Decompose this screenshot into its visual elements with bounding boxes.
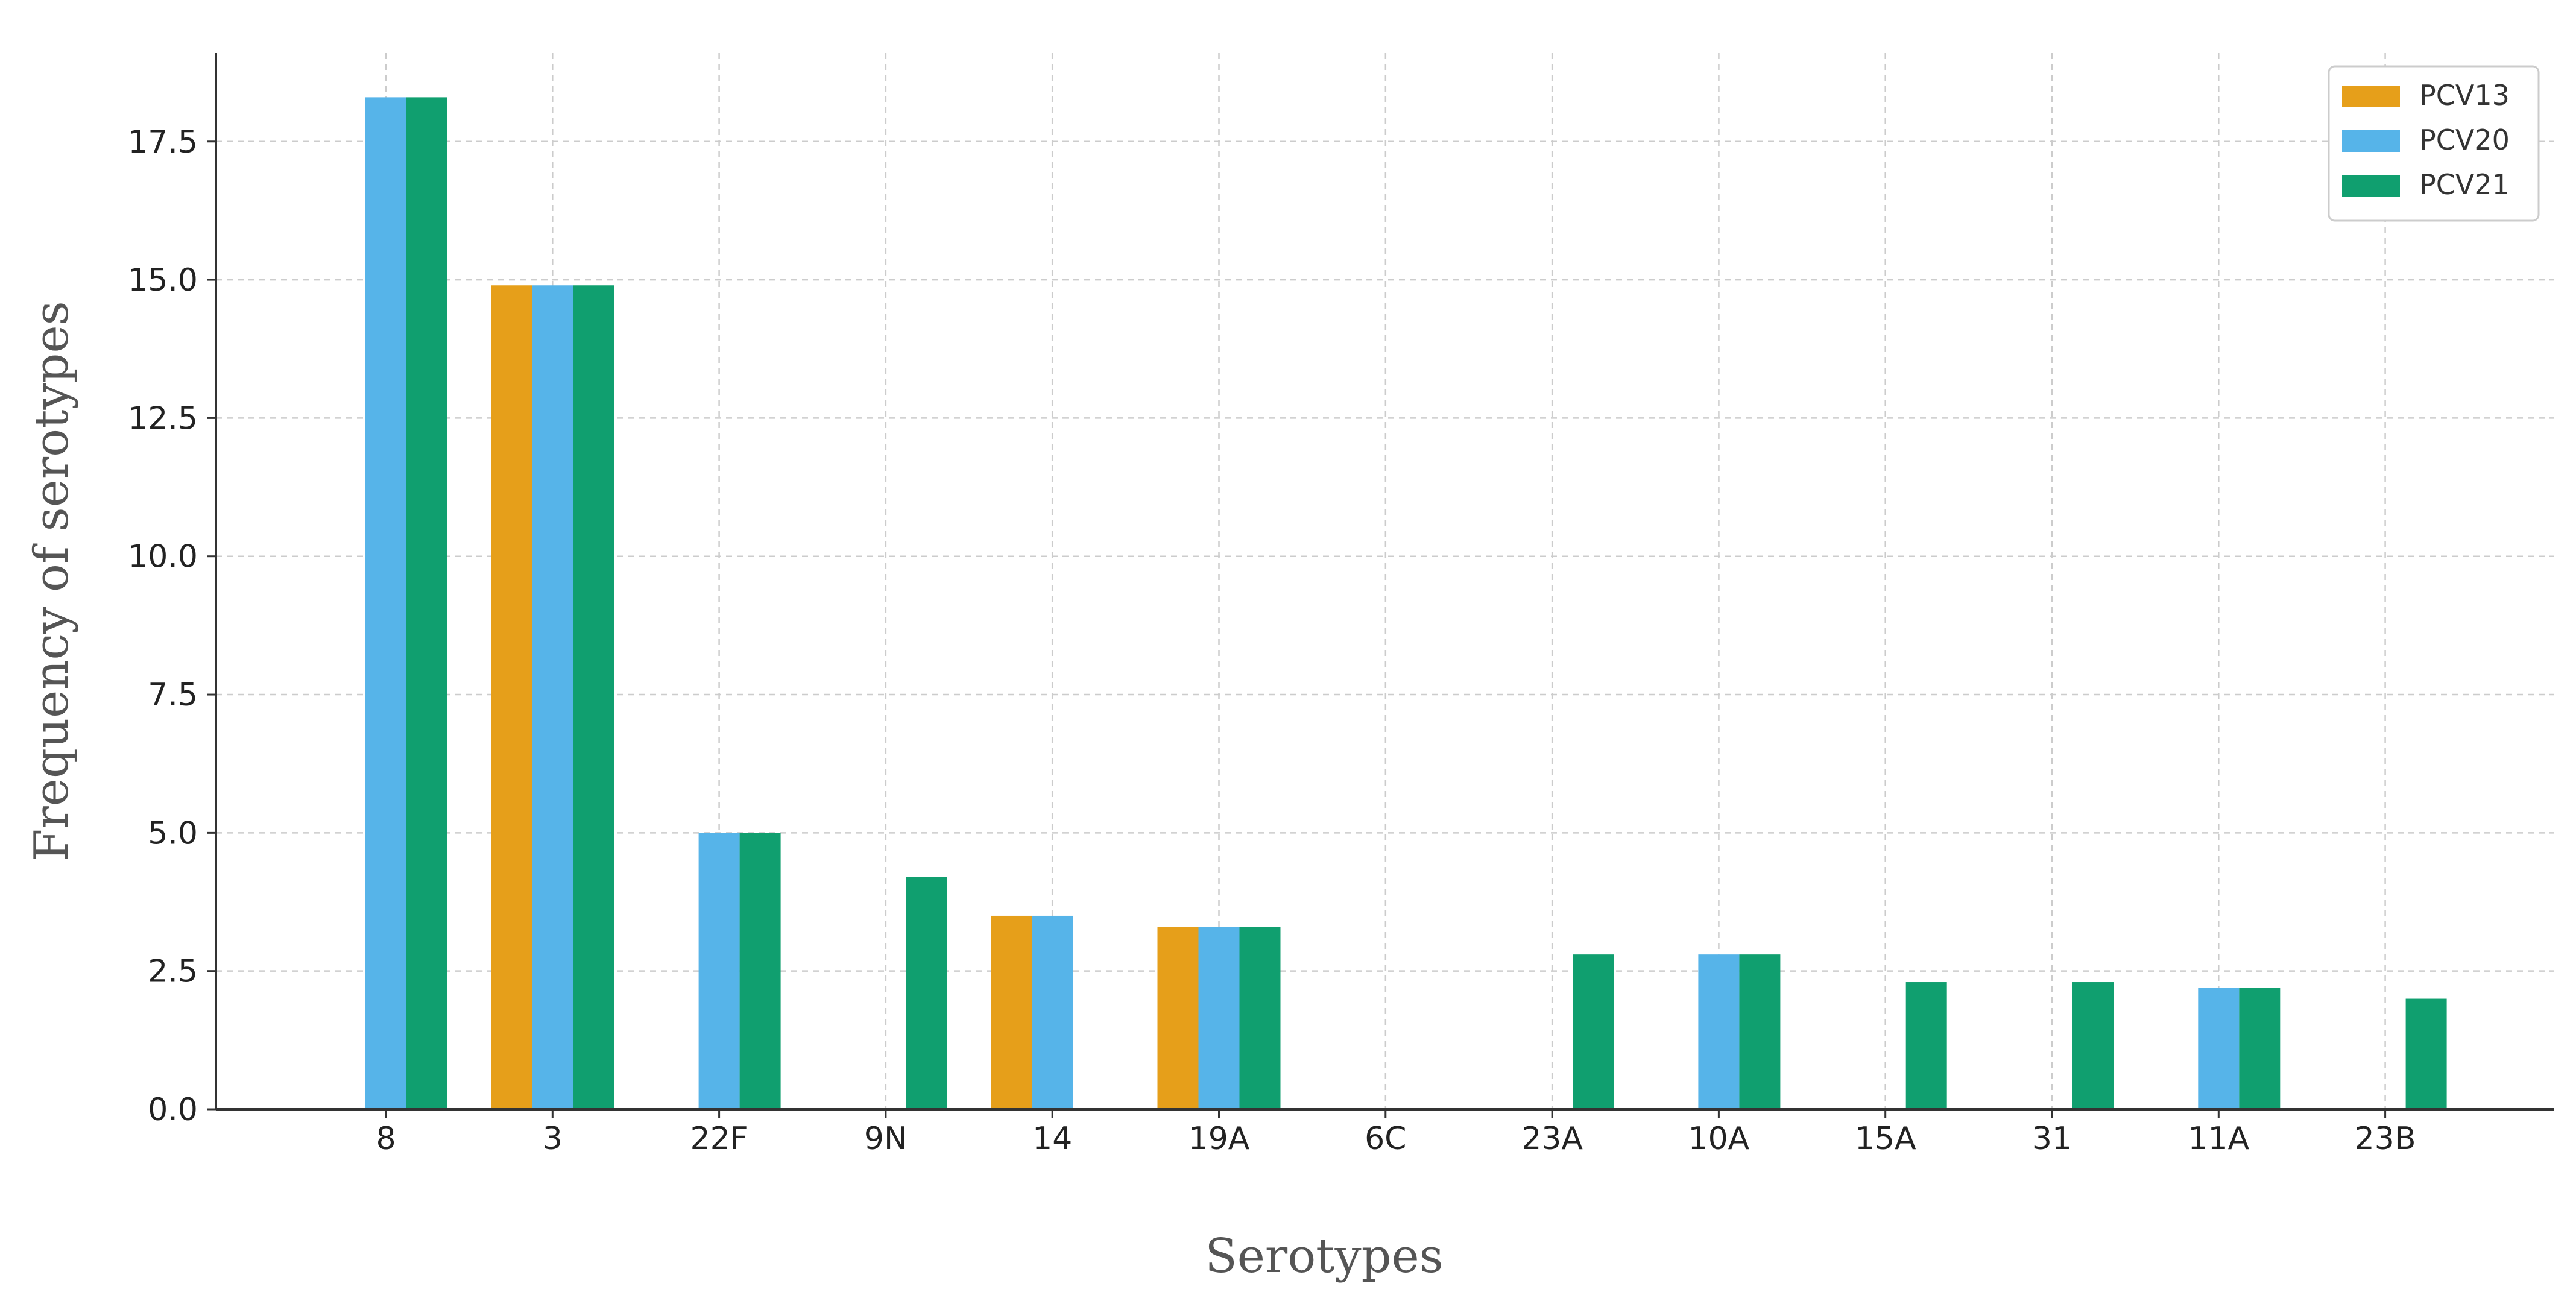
y-tick-label: 12.5 <box>128 400 198 436</box>
bar-pcv13-19a <box>1157 927 1199 1109</box>
bar-pcv21-8 <box>406 97 447 1109</box>
bar-pcv20-22f <box>698 833 740 1109</box>
x-tick-label: 14 <box>1032 1121 1072 1157</box>
x-tick-label: 19A <box>1189 1121 1250 1157</box>
bar-pcv21-19a <box>1239 927 1281 1109</box>
x-tick-label: 8 <box>376 1121 396 1157</box>
bar-pcv20-11a <box>2198 988 2240 1109</box>
legend-label-pcv13: PCV13 <box>2419 79 2510 112</box>
y-tick-label: 17.5 <box>128 124 198 160</box>
y-axis-title: Frequency of serotypes <box>25 301 79 861</box>
x-axis-title: Serotypes <box>1205 1229 1443 1284</box>
x-tick-label: 22F <box>690 1121 748 1157</box>
bar-pcv20-14 <box>1032 915 1073 1109</box>
legend-label-pcv21: PCV21 <box>2419 168 2510 201</box>
legend-swatch-pcv20 <box>2342 130 2400 152</box>
y-tick-label: 10.0 <box>128 539 198 575</box>
bar-pcv21-31 <box>2072 982 2114 1109</box>
x-tick-label: 10A <box>1688 1121 1750 1157</box>
bar-pcv21-22f <box>739 833 781 1109</box>
x-tick-label: 23B <box>2355 1121 2416 1157</box>
bar-pcv21-23a <box>1573 954 1614 1109</box>
bar-pcv20-3 <box>532 285 573 1109</box>
legend-swatch-pcv21 <box>2342 175 2400 197</box>
legend-swatch-pcv13 <box>2342 86 2400 107</box>
bar-pcv13-14 <box>991 915 1032 1109</box>
legend: PCV13 PCV20 PCV21 <box>2328 65 2540 222</box>
bar-pcv13-3 <box>491 285 532 1109</box>
y-tick-label: 5.0 <box>148 815 198 851</box>
bar-pcv20-8 <box>365 97 406 1109</box>
x-tick-label: 23A <box>1521 1121 1583 1157</box>
y-tick-label: 2.5 <box>148 954 198 990</box>
bar-pcv21-9n <box>906 877 947 1109</box>
bar-pcv21-11a <box>2239 988 2281 1109</box>
legend-label-pcv20: PCV20 <box>2419 124 2510 156</box>
bar-pcv20-10a <box>1698 954 1740 1109</box>
bars <box>365 97 2447 1109</box>
bar-pcv21-23b <box>2405 998 2447 1109</box>
x-tick-label: 15A <box>1855 1121 1916 1157</box>
bar-pcv21-15a <box>1905 982 1947 1109</box>
x-tick-label: 11A <box>2188 1121 2249 1157</box>
x-tick-label: 3 <box>543 1121 563 1157</box>
x-tick-label: 31 <box>2032 1121 2072 1157</box>
bar-pcv20-19a <box>1198 927 1240 1109</box>
y-tick-label: 15.0 <box>128 262 198 298</box>
ticks: 0.0 2.5 5.0 7.5 10.0 12.5 15.0 17.5 8 3 22F 9N 14 19A… <box>128 124 2416 1157</box>
bar-pcv21-3 <box>573 285 614 1109</box>
x-tick-label: 9N <box>864 1121 908 1157</box>
bar-pcv21-10a <box>1739 954 1781 1109</box>
x-tick-label: 6C <box>1365 1121 1406 1157</box>
y-tick-label: 7.5 <box>148 677 198 713</box>
y-tick-label: 0.0 <box>148 1092 198 1128</box>
